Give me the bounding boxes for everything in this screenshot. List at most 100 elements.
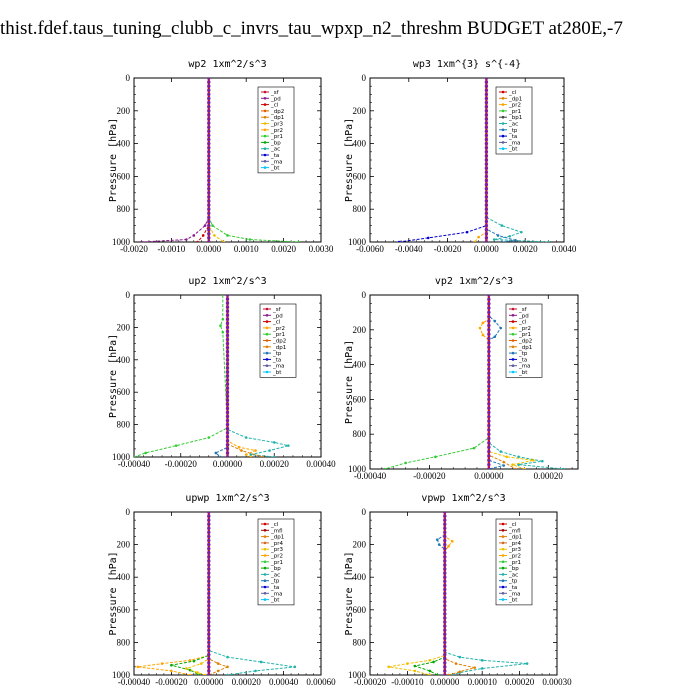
series-point (492, 238, 496, 241)
series-point (496, 234, 500, 237)
series-point (140, 240, 143, 242)
profile-marker (443, 512, 447, 514)
profile-marker (225, 422, 230, 427)
legend-label: _pr1 (270, 134, 283, 140)
legend-label: _tp (270, 579, 280, 585)
profile-marker (225, 370, 230, 374)
series-point (426, 236, 430, 240)
series-point (434, 455, 437, 459)
legend-label: _pr2 (272, 326, 285, 332)
profile-marker (225, 366, 230, 370)
profile-marker (487, 428, 491, 432)
y-tick-label: 400 (353, 572, 367, 582)
profile-marker (487, 367, 491, 371)
profile-marker (207, 669, 211, 673)
profile-marker (443, 599, 447, 604)
y-tick-label: 800 (353, 637, 367, 647)
profile-marker (484, 162, 489, 166)
profile-marker (225, 333, 230, 338)
profile-marker (225, 382, 230, 386)
legend-label: _sf (270, 90, 280, 96)
y-tick-label: 0 (126, 73, 131, 83)
x-tick-label: 0.0020 (271, 244, 296, 254)
x-tick-label: -0.00020 (155, 677, 188, 687)
legend-marker (265, 339, 269, 342)
profile-marker (487, 323, 491, 328)
series-point (254, 669, 257, 673)
panel-title: upwp 1xm^2/s^3 (185, 493, 269, 504)
series-point (174, 444, 178, 447)
legend-label: _tp (508, 128, 518, 134)
y-tick-label: 1000 (348, 237, 367, 247)
profile-marker (443, 518, 447, 522)
profile-marker (207, 628, 211, 632)
series-point (196, 671, 199, 674)
series-point (458, 670, 462, 674)
profile-marker (443, 514, 447, 518)
legend-marker (501, 598, 505, 601)
legend-label: _pr1 (270, 560, 283, 566)
x-tick-label: 0.00000 (194, 677, 224, 687)
series-point (473, 666, 477, 669)
profile-marker (487, 441, 491, 445)
series-point (203, 224, 207, 227)
profile-marker (207, 612, 211, 616)
profile-marker (225, 317, 230, 321)
legend-label: _ma (518, 364, 530, 370)
x-tick-label: -0.00040 (118, 459, 151, 469)
profile-marker (487, 341, 491, 345)
profile-marker (207, 604, 211, 608)
legend-label: _ta (272, 357, 281, 363)
profile-marker (207, 113, 211, 117)
legend-marker (501, 103, 505, 106)
series-group (397, 78, 550, 242)
series-line-pr3 (388, 512, 446, 675)
profile-marker (487, 332, 491, 336)
x-tick-label: 0.0020 (513, 244, 538, 254)
series-point (432, 660, 435, 664)
x-tick-label: -0.00020 (165, 459, 198, 469)
y-tick-label: 0 (362, 290, 367, 300)
profile-marker (484, 174, 489, 179)
profile-marker (207, 236, 211, 240)
y-tick-label: 1000 (112, 237, 131, 247)
y-tick-label: 200 (117, 322, 131, 332)
legend-label: _bp1 (508, 115, 522, 121)
legend-marker (263, 103, 267, 106)
series-point (272, 441, 276, 444)
profile-marker (207, 530, 211, 535)
profile-marker (225, 378, 230, 382)
series-point (447, 673, 450, 675)
series-line-pr3 (208, 78, 225, 242)
series-point (523, 467, 526, 469)
legend-marker (501, 541, 505, 545)
profile-marker (225, 443, 230, 447)
profile-marker (207, 150, 211, 154)
profile-marker (484, 117, 489, 121)
series-point (213, 234, 216, 237)
profile-marker (487, 432, 491, 436)
profile-marker (207, 657, 211, 661)
legend-marker (511, 345, 515, 349)
legend-label: _sf (518, 307, 528, 313)
profile-marker (443, 555, 447, 559)
series-point (207, 436, 211, 439)
profile-marker (443, 648, 447, 653)
profile-marker (484, 78, 489, 80)
x-tick-label: 0.00000 (213, 459, 243, 469)
series-point (214, 451, 218, 455)
legend-label: _pr1 (508, 560, 521, 566)
legend-label: _ac (508, 122, 518, 128)
profile-marker (225, 435, 230, 439)
y-tick-label: 400 (353, 360, 367, 370)
legend-marker (263, 522, 267, 526)
legend-marker (263, 160, 267, 163)
panel-title: up2 1xm^2/s^3 (188, 276, 266, 287)
profile-marker (207, 518, 211, 522)
series-point (458, 655, 462, 659)
profile-marker (207, 534, 211, 539)
profile-marker (207, 512, 211, 514)
series-point (272, 455, 276, 457)
legend-label: _pd (518, 313, 529, 319)
legend-marker (501, 560, 505, 564)
